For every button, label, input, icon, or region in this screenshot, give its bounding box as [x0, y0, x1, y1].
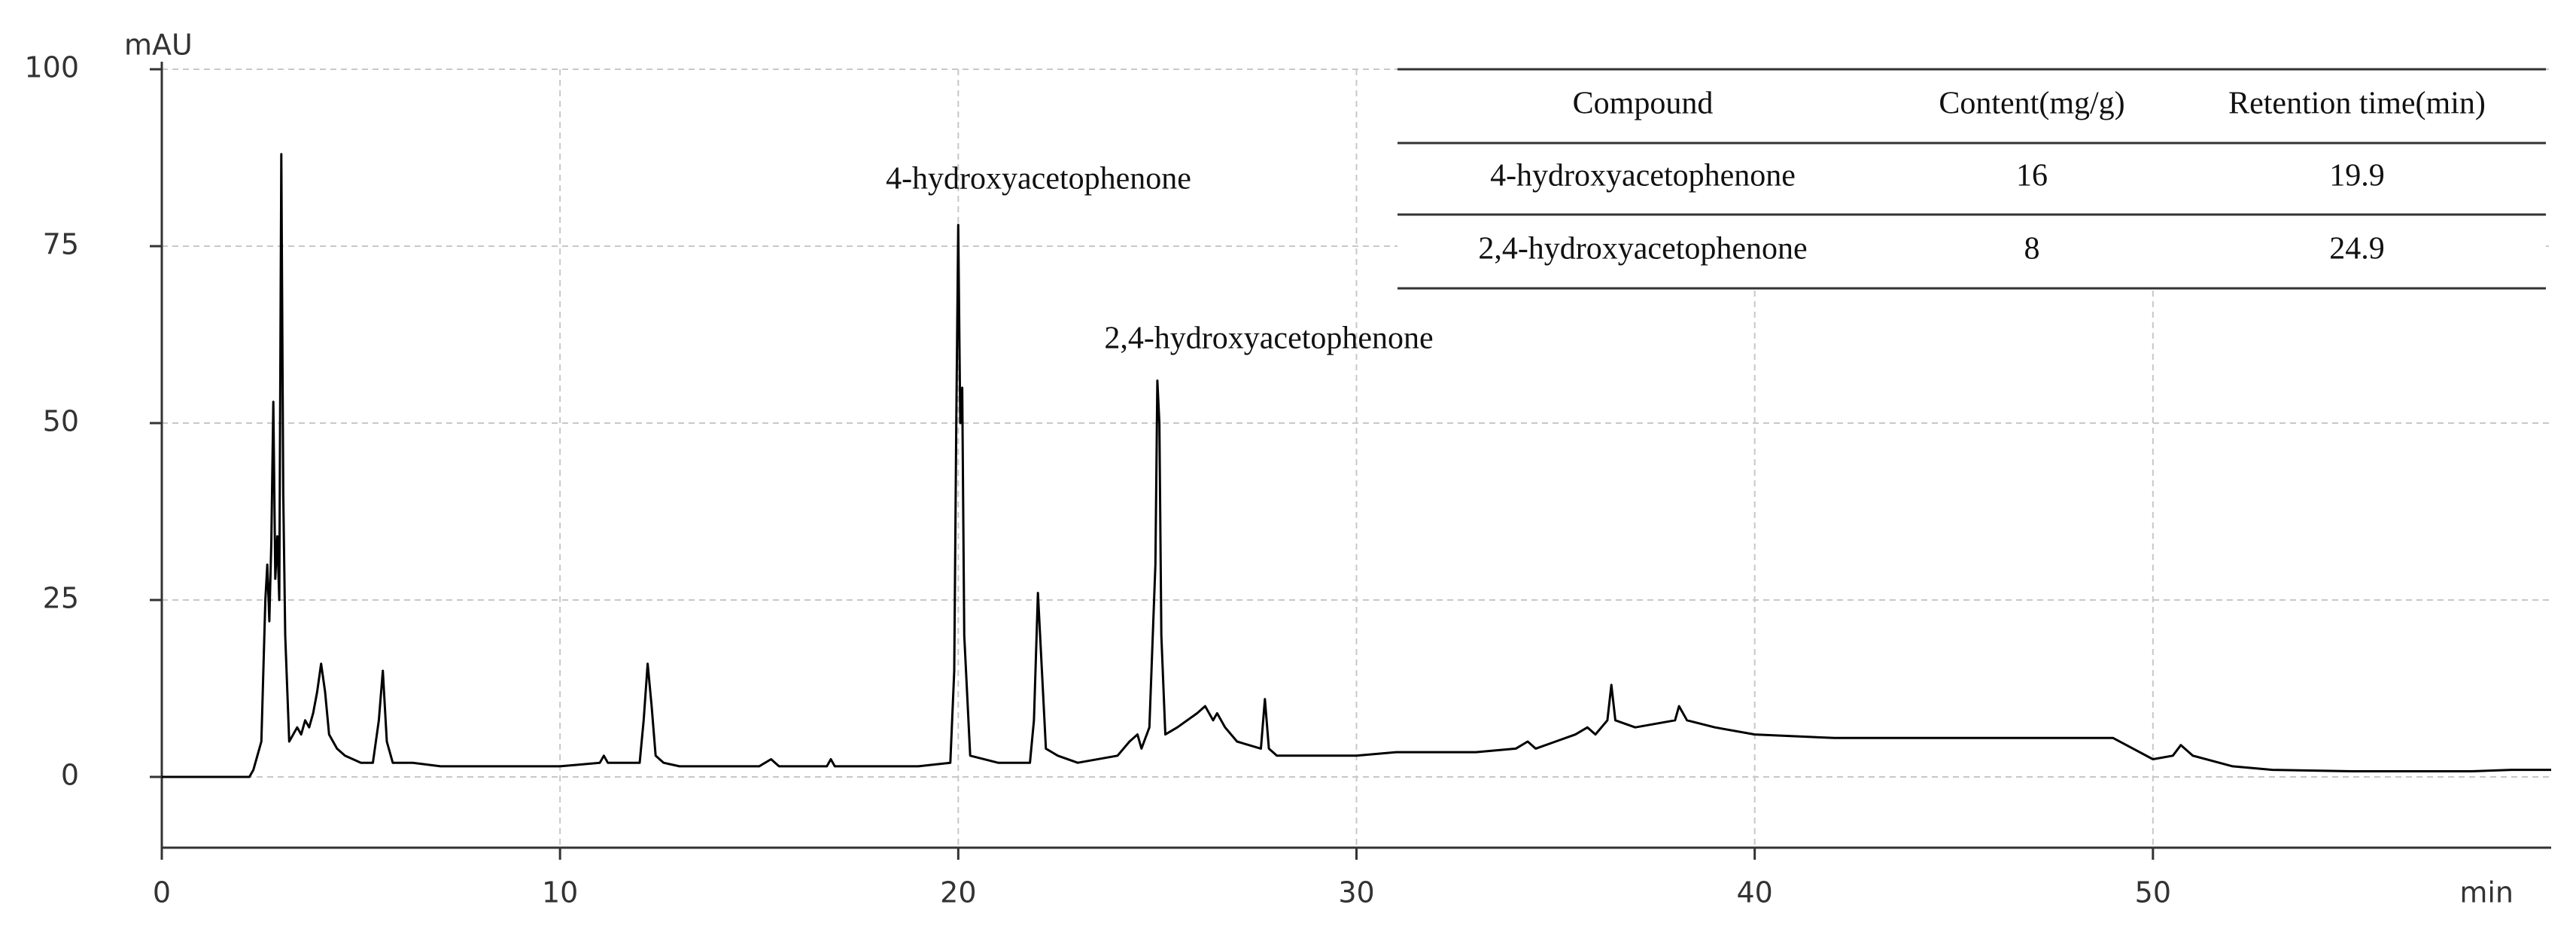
x-axis-label: min [2459, 876, 2514, 909]
y-tick-label: 0 [61, 759, 79, 792]
table-cell: 24.9 [2329, 232, 2385, 267]
table-cell: 19.9 [2329, 159, 2385, 193]
y-tick-label: 75 [43, 228, 79, 261]
table-header: Content(mg/g) [1939, 87, 2124, 121]
annotation: 4-hydroxyacetophenone [886, 162, 1191, 196]
table-bg [1397, 69, 2546, 288]
y-tick-label: 50 [43, 405, 79, 438]
table-header: Compound [1573, 87, 1714, 121]
y-axis-label: mAU [124, 29, 193, 62]
trace [162, 153, 2551, 778]
y-tick-label: 25 [43, 582, 79, 615]
x-tick-label: 40 [1736, 876, 1772, 909]
x-tick-label: 30 [1338, 876, 1374, 909]
x-tick-label: 0 [153, 876, 171, 909]
table-cell: 4-hydroxyacetophenone [1490, 159, 1796, 193]
x-tick-label: 50 [2135, 876, 2171, 909]
y-tick-label: 100 [24, 51, 79, 84]
x-tick-label: 20 [940, 876, 976, 909]
x-tick-label: 10 [542, 876, 578, 909]
table-cell: 8 [2024, 232, 2040, 267]
table-header: Retention time(min) [2228, 87, 2486, 121]
table-cell: 16 [2016, 159, 2048, 193]
table-cell: 2,4-hydroxyacetophenone [1478, 232, 1807, 267]
annotation: 2,4-hydroxyacetophenone [1104, 321, 1433, 356]
